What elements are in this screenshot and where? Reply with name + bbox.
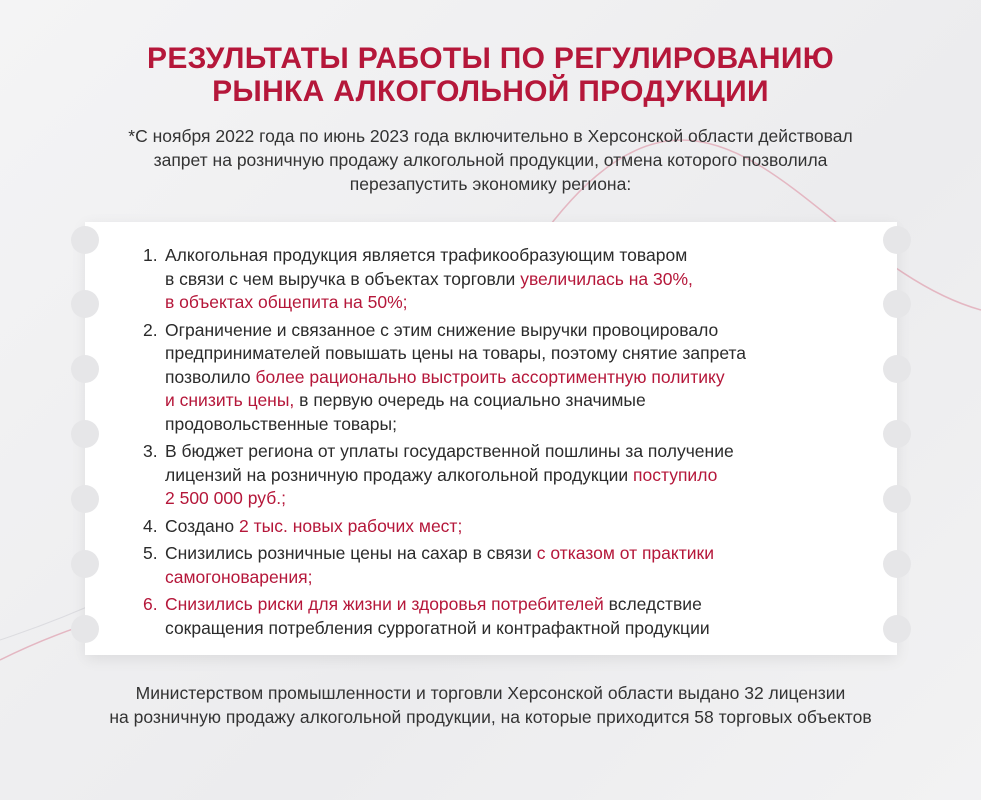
item-number: 6.	[143, 594, 158, 614]
list-item: 2. Ограничение и связанное с этим снижени…	[143, 319, 863, 437]
list-item: 3. В бюджет региона от уплаты государстве…	[143, 440, 863, 511]
title-line: РЕЗУЛЬТАТЫ РАБОТЫ ПО РЕГУЛИРОВАНИЮ	[147, 42, 834, 75]
item-line: самогоноварения;	[165, 566, 714, 590]
item-text: Снизились риски для жизни и здоровья пот…	[165, 593, 710, 640]
text-segment: Снизились розничные цены на сахар в связ…	[165, 543, 537, 563]
card-notch	[71, 420, 99, 448]
text-segment: Ограничение и связанное с этим снижение …	[165, 319, 719, 340]
text-segment: сокращения потребления суррогатной и кон…	[165, 617, 710, 638]
card-notch	[71, 485, 99, 513]
list-item: 6. Снизились риски для жизни и здоровья п…	[143, 593, 863, 640]
highlighted-text: 2 тыс. новых рабочих мест;	[239, 515, 463, 536]
highlighted-text: с отказом от практики	[536, 543, 714, 563]
text-segment: вследствие	[603, 594, 702, 614]
item-text: Создано 2 тыс. новых рабочих мест;	[165, 515, 462, 539]
item-number: 4.	[143, 515, 158, 536]
subtitle-line: перезапустить экономику региона:	[349, 174, 632, 194]
item-line: В бюджет региона от уплаты государственн…	[165, 440, 734, 464]
item-line: лицензий на розничную продажу алкогольно…	[165, 464, 734, 488]
title-line: РЫНКА АЛКОГОЛЬНОЙ ПРОДУКЦИИ	[212, 75, 769, 108]
item-line: Снизились риски для жизни и здоровья пот…	[165, 593, 710, 617]
text-segment: предпринимателей повышать цены на товары…	[165, 343, 747, 363]
item-line: сокращения потребления суррогатной и кон…	[165, 617, 710, 641]
subtitle-line: *С ноября 2022 года по июнь 2023 года вк…	[128, 126, 853, 146]
card-notch	[71, 290, 99, 318]
card-notch	[883, 550, 911, 578]
card-notch	[71, 615, 99, 643]
card-notch	[883, 290, 911, 318]
item-number: 5.	[143, 543, 158, 563]
results-card: 1. Алкогольная продукция является трафико…	[71, 222, 911, 655]
item-text: Алкогольная продукция является трафикооб…	[165, 244, 693, 315]
card-notch	[71, 355, 99, 383]
page-title: РЕЗУЛЬТАТЫ РАБОТЫ ПО РЕГУЛИРОВАНИЮ РЫНКА…	[0, 42, 981, 108]
text-segment: продовольственные товары;	[165, 413, 397, 434]
highlighted-text: более рационально выстроить ассортиментн…	[255, 366, 725, 387]
item-text: Ограничение и связанное с этим снижение …	[165, 319, 746, 437]
card-notch	[883, 485, 911, 513]
list-item: 1. Алкогольная продукция является трафико…	[143, 244, 863, 315]
list-item: 5. Снизились розничные цены на сахар в св…	[143, 542, 863, 589]
text-segment: Алкогольная продукция является трафикооб…	[165, 245, 688, 265]
card-notch	[71, 226, 99, 254]
text-segment: в связи с чем выручка в объектах торговл…	[165, 268, 521, 289]
list-item: 4. Создано 2 тыс. новых рабочих мест;	[143, 515, 863, 539]
item-line: 2 500 000 руб.;	[165, 487, 734, 511]
card-notch	[71, 550, 99, 578]
subtitle-line: запрет на розничную продажу алкогольной …	[153, 150, 828, 170]
text-segment: лицензий на розничную продажу алкогольно…	[165, 464, 634, 485]
footer-line: Министерством промышленности и торговли …	[135, 683, 846, 703]
footer-line: на розничную продажу алкогольной продукц…	[109, 706, 872, 727]
highlighted-text: Снизились риски для жизни и здоровья пот…	[165, 594, 604, 614]
card-notch	[883, 420, 911, 448]
results-list: 1. Алкогольная продукция является трафико…	[143, 244, 863, 644]
item-number: 1.	[143, 245, 158, 265]
highlighted-text: в объектах общепита на 50%;	[165, 292, 408, 312]
highlighted-text: самогоноварения;	[165, 566, 313, 587]
text-segment: в первую очередь на социально значимые	[294, 390, 646, 410]
card-notch	[883, 615, 911, 643]
footer-note: Министерством промышленности и торговли …	[20, 682, 961, 729]
subtitle: *С ноября 2022 года по июнь 2023 года вк…	[60, 124, 921, 196]
highlighted-text: увеличилась на 30%,	[520, 268, 693, 289]
item-line: в объектах общепита на 50%;	[165, 291, 693, 315]
card-notch	[883, 355, 911, 383]
item-line: и снизить цены, в первую очередь на соци…	[165, 389, 746, 413]
item-line: Ограничение и связанное с этим снижение …	[165, 319, 746, 343]
item-line: Алкогольная продукция является трафикооб…	[165, 244, 693, 268]
item-line: Создано 2 тыс. новых рабочих мест;	[165, 515, 462, 539]
text-segment: В бюджет региона от уплаты государственн…	[165, 441, 734, 461]
item-number: 3.	[143, 441, 158, 461]
item-line: продовольственные товары;	[165, 413, 746, 437]
card-notch	[883, 226, 911, 254]
highlighted-text: и снизить цены,	[165, 390, 295, 410]
highlighted-text: 2 500 000 руб.;	[165, 488, 286, 508]
item-line: предпринимателей повышать цены на товары…	[165, 342, 746, 366]
highlighted-text: поступило	[633, 464, 718, 485]
item-line: позволило более рационально выстроить ас…	[165, 366, 746, 390]
item-line: Снизились розничные цены на сахар в связ…	[165, 542, 714, 566]
text-segment: Создано	[165, 515, 240, 536]
text-segment: позволило	[165, 366, 256, 387]
item-number: 2.	[143, 319, 158, 340]
item-text: В бюджет региона от уплаты государственн…	[165, 440, 734, 511]
item-line: в связи с чем выручка в объектах торговл…	[165, 268, 693, 292]
item-text: Снизились розничные цены на сахар в связ…	[165, 542, 714, 589]
